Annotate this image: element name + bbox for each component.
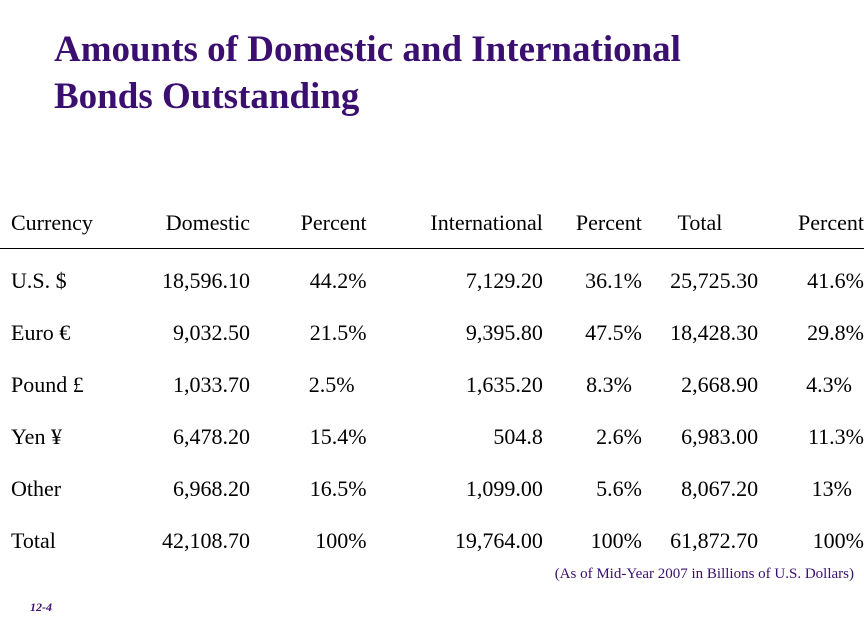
cell-total: 2,668.90 (681, 372, 759, 397)
cell-domestic: 42,108.70 (162, 528, 251, 553)
table-row: Pound £ 1,033.70 2.5% 1,635.20 8.3% 2,66… (0, 359, 864, 411)
cell-currency: Other (11, 476, 62, 501)
cell-total-percent: 100% (812, 528, 864, 553)
title-line-1: Amounts of Domestic and International (54, 29, 681, 70)
table-row: U.S. $ 18,596.10 44.2% 7,129.20 36.1% 25… (0, 249, 864, 308)
bonds-table: Currency Domestic Percent International … (0, 206, 864, 567)
cell-international: 9,395.80 (465, 320, 543, 345)
cell-domestic: 18,596.10 (162, 268, 251, 293)
cell-currency: Euro € (11, 320, 71, 345)
cell-total: 61,872.70 (670, 528, 759, 553)
header-total-percent: Percent (798, 210, 864, 235)
units-note: (As of Mid-Year 2007 in Billions of U.S.… (554, 566, 854, 582)
slide-number: 12-4 (30, 600, 52, 614)
cell-international: 1,635.20 (465, 372, 543, 397)
cell-currency: Yen ¥ (11, 424, 62, 449)
cell-total-percent: 41.6% (807, 268, 864, 293)
header-international: International (430, 210, 543, 235)
cell-domestic-percent: 44.2% (309, 268, 367, 293)
cell-international: 7,129.20 (465, 268, 543, 293)
cell-international-percent: 47.5% (585, 320, 642, 345)
table-row-total: Total 42,108.70 100% 19,764.00 100% 61,8… (0, 515, 864, 567)
cell-international-percent: 100% (590, 528, 642, 553)
cell-international-percent: 36.1% (585, 268, 642, 293)
cell-total-percent: 13% (811, 476, 852, 501)
cell-domestic-percent: 100% (315, 528, 367, 553)
table-row: Euro € 9,032.50 21.5% 9,395.80 47.5% 18,… (0, 307, 864, 359)
table-row: Other 6,968.20 16.5% 1,099.00 5.6% 8,067… (0, 463, 864, 515)
cell-international: 1,099.00 (465, 476, 543, 501)
cell-international-percent: 8.3% (586, 372, 632, 397)
header-domestic: Domestic (165, 210, 251, 235)
header-total: Total (677, 210, 723, 235)
cell-currency: Total (11, 528, 56, 553)
table-body: U.S. $ 18,596.10 44.2% 7,129.20 36.1% 25… (0, 249, 864, 568)
cell-total: 25,725.30 (670, 268, 759, 293)
cell-domestic-percent: 2.5% (308, 372, 355, 397)
cell-currency: Pound £ (11, 372, 84, 397)
cell-international: 19,764.00 (454, 528, 543, 553)
cell-total: 18,428.30 (670, 320, 759, 345)
table-header: Currency Domestic Percent International … (0, 206, 864, 249)
cell-domestic: 9,032.50 (173, 320, 251, 345)
header-international-percent: Percent (575, 210, 642, 235)
cell-total: 6,983.00 (681, 424, 759, 449)
header-domestic-percent: Percent (300, 210, 367, 235)
cell-domestic: 1,033.70 (173, 372, 251, 397)
cell-domestic-percent: 21.5% (309, 320, 367, 345)
cell-domestic: 6,478.20 (173, 424, 251, 449)
cell-international: 504.8 (493, 424, 543, 449)
header-row: Currency Domestic Percent International … (0, 206, 864, 249)
cell-total-percent: 4.3% (806, 372, 852, 397)
cell-currency: U.S. $ (11, 268, 67, 293)
slide-title: Amounts of Domestic and International Bo… (54, 26, 854, 120)
cell-domestic-percent: 15.4% (309, 424, 367, 449)
cell-total: 8,067.20 (681, 476, 759, 501)
cell-total-percent: 29.8% (807, 320, 864, 345)
table-row: Yen ¥ 6,478.20 15.4% 504.8 2.6% 6,983.00… (0, 411, 864, 463)
header-currency: Currency (11, 210, 93, 235)
cell-domestic: 6,968.20 (173, 476, 251, 501)
cell-international-percent: 2.6% (596, 424, 642, 449)
cell-total-percent: 11.3% (807, 424, 864, 449)
cell-domestic-percent: 16.5% (309, 476, 367, 501)
cell-international-percent: 5.6% (596, 476, 642, 501)
title-line-2: Bonds Outstanding (54, 76, 360, 117)
